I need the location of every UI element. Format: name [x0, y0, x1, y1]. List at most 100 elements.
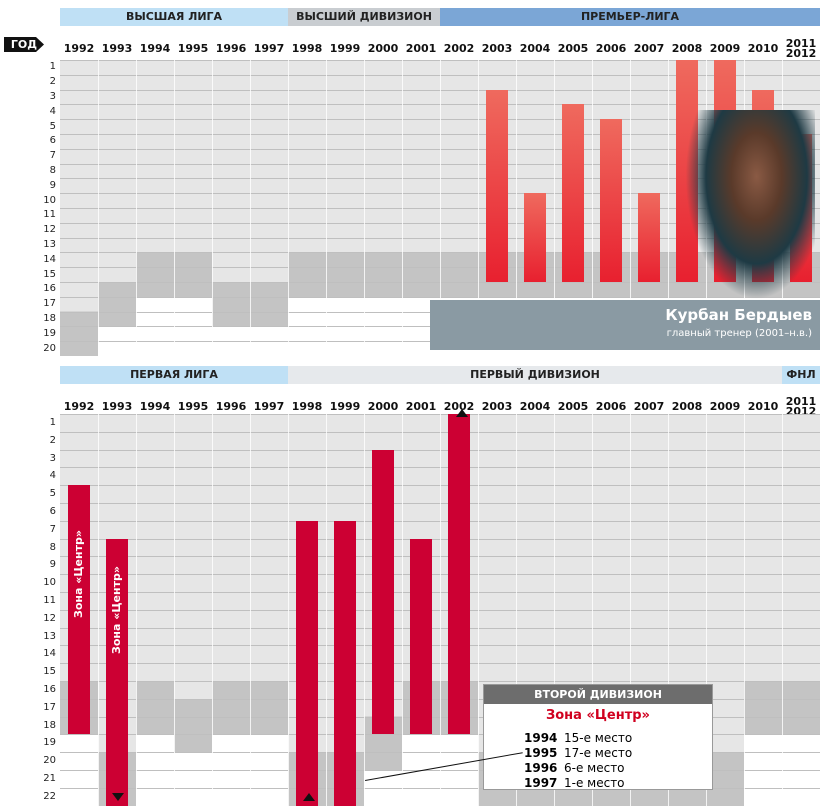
y-tick-label: 11	[38, 594, 56, 608]
coach-photo	[685, 110, 815, 300]
y-tick-label: 21	[38, 772, 56, 786]
y-tick-label: 15	[38, 268, 56, 282]
y-tick-label: 13	[38, 238, 56, 252]
year-label: 1997	[250, 38, 288, 60]
y-tick-label: 16	[38, 282, 56, 296]
column-separator	[250, 414, 251, 806]
column-separator	[212, 60, 213, 356]
inset-year: 1994	[524, 731, 557, 745]
inset-year: 1996	[524, 761, 557, 775]
year-label: ГОД	[4, 37, 44, 52]
y-tick-label: 17	[38, 297, 56, 311]
y-tick-label: 5	[38, 487, 56, 501]
y-tick-label: 16	[38, 683, 56, 697]
column-separator	[98, 60, 99, 356]
y-tick-label: 6	[38, 134, 56, 148]
year-label: 1998	[288, 38, 326, 60]
coach-caption: главный тренер (2001–н.в.)	[667, 328, 812, 339]
bar	[486, 90, 508, 282]
y-tick-label: 20	[38, 754, 56, 768]
y-tick-label: 1	[38, 416, 56, 430]
inset-year: 1997	[524, 776, 557, 790]
division-header: ПЕРВЫЙ ДИВИЗИОН	[288, 366, 782, 384]
year-label: 2011 2012	[782, 38, 820, 60]
column-separator	[288, 60, 289, 356]
column-separator	[288, 414, 289, 806]
bar	[372, 450, 394, 735]
inset-box: ВТОРОЙ ДИВИЗИОН Зона «Центр» 1994 15-е мест…	[483, 684, 713, 790]
inset-place: 15-е место	[564, 731, 632, 745]
y-tick-label: 12	[38, 612, 56, 626]
y-tick-label: 3	[38, 452, 56, 466]
column-separator	[326, 60, 327, 356]
y-tick-label: 2	[38, 75, 56, 89]
column-separator	[478, 414, 479, 806]
bar	[410, 539, 432, 735]
y-tick-label: 8	[38, 541, 56, 555]
column-separator	[212, 414, 213, 806]
y-tick-label: 6	[38, 505, 56, 519]
y-tick-label: 12	[38, 223, 56, 237]
year-label: 1993	[98, 38, 136, 60]
y-tick-label: 7	[38, 149, 56, 163]
bar	[638, 193, 660, 282]
y-tick-label: 15	[38, 665, 56, 679]
year-label: 1992	[60, 38, 98, 60]
column-separator	[98, 414, 99, 806]
bar	[600, 119, 622, 282]
column-separator	[364, 60, 365, 356]
y-tick-label: 4	[38, 105, 56, 119]
inset-place: 6-е место	[564, 761, 625, 775]
zone-label: Зона «Центр»	[71, 514, 87, 634]
year-label: 2005	[554, 38, 592, 60]
year-label: 2001	[402, 38, 440, 60]
coach-box: Курбан Бердыев главный тренер (2001–н.в.)	[430, 300, 820, 350]
y-tick-label: 19	[38, 327, 56, 341]
year-label: 2000	[364, 38, 402, 60]
division-header: ФНЛ	[782, 366, 820, 384]
y-tick-label: 2	[38, 434, 56, 448]
infographic: ГОД ВЫСШАЯ ЛИГАВЫСШИЙ ДИВИЗИОНПРЕМЬЕР-ЛИГ…	[0, 0, 839, 806]
y-tick-label: 18	[38, 719, 56, 733]
y-tick-label: 9	[38, 179, 56, 193]
y-tick-label: 8	[38, 164, 56, 178]
league-column	[174, 414, 212, 752]
y-tick-label: 11	[38, 208, 56, 222]
year-label: 1996	[212, 38, 250, 60]
column-separator	[174, 60, 175, 356]
y-tick-label: 7	[38, 523, 56, 537]
inset-year: 1995	[524, 746, 557, 760]
y-tick-label: 14	[38, 647, 56, 661]
column-separator	[136, 60, 137, 356]
year-label: 1995	[174, 38, 212, 60]
inset-subtitle: Зона «Центр»	[484, 708, 712, 723]
column-separator	[136, 414, 137, 806]
y-tick-label: 22	[38, 790, 56, 804]
bar	[562, 104, 584, 282]
division-header: ПРЕМЬЕР-ЛИГА	[440, 8, 820, 26]
division-header: ВЫСШАЯ ЛИГА	[60, 8, 288, 26]
coach-name: Курбан Бердыев	[665, 306, 812, 324]
y-tick-label: 10	[38, 576, 56, 590]
y-tick-label: 9	[38, 558, 56, 572]
bar	[334, 521, 356, 806]
column-separator	[440, 414, 441, 806]
year-label: 1994	[136, 38, 174, 60]
y-tick-label: 13	[38, 630, 56, 644]
year-label: 2003	[478, 38, 516, 60]
year-label: 2007	[630, 38, 668, 60]
column-separator	[402, 414, 403, 806]
y-tick-label: 14	[38, 253, 56, 267]
division-header: ВЫСШИЙ ДИВИЗИОН	[288, 8, 440, 26]
zone-label: Зона «Центр»	[109, 550, 125, 670]
inset-title: ВТОРОЙ ДИВИЗИОН	[484, 685, 712, 704]
y-tick-label: 3	[38, 90, 56, 104]
column-separator	[402, 60, 403, 356]
inset-place: 17-е место	[564, 746, 632, 760]
y-tick-label: 10	[38, 194, 56, 208]
y-tick-label: 20	[38, 342, 56, 356]
y-tick-label: 1	[38, 60, 56, 74]
y-tick-label: 4	[38, 469, 56, 483]
column-separator	[782, 414, 783, 806]
y-tick-label: 17	[38, 701, 56, 715]
